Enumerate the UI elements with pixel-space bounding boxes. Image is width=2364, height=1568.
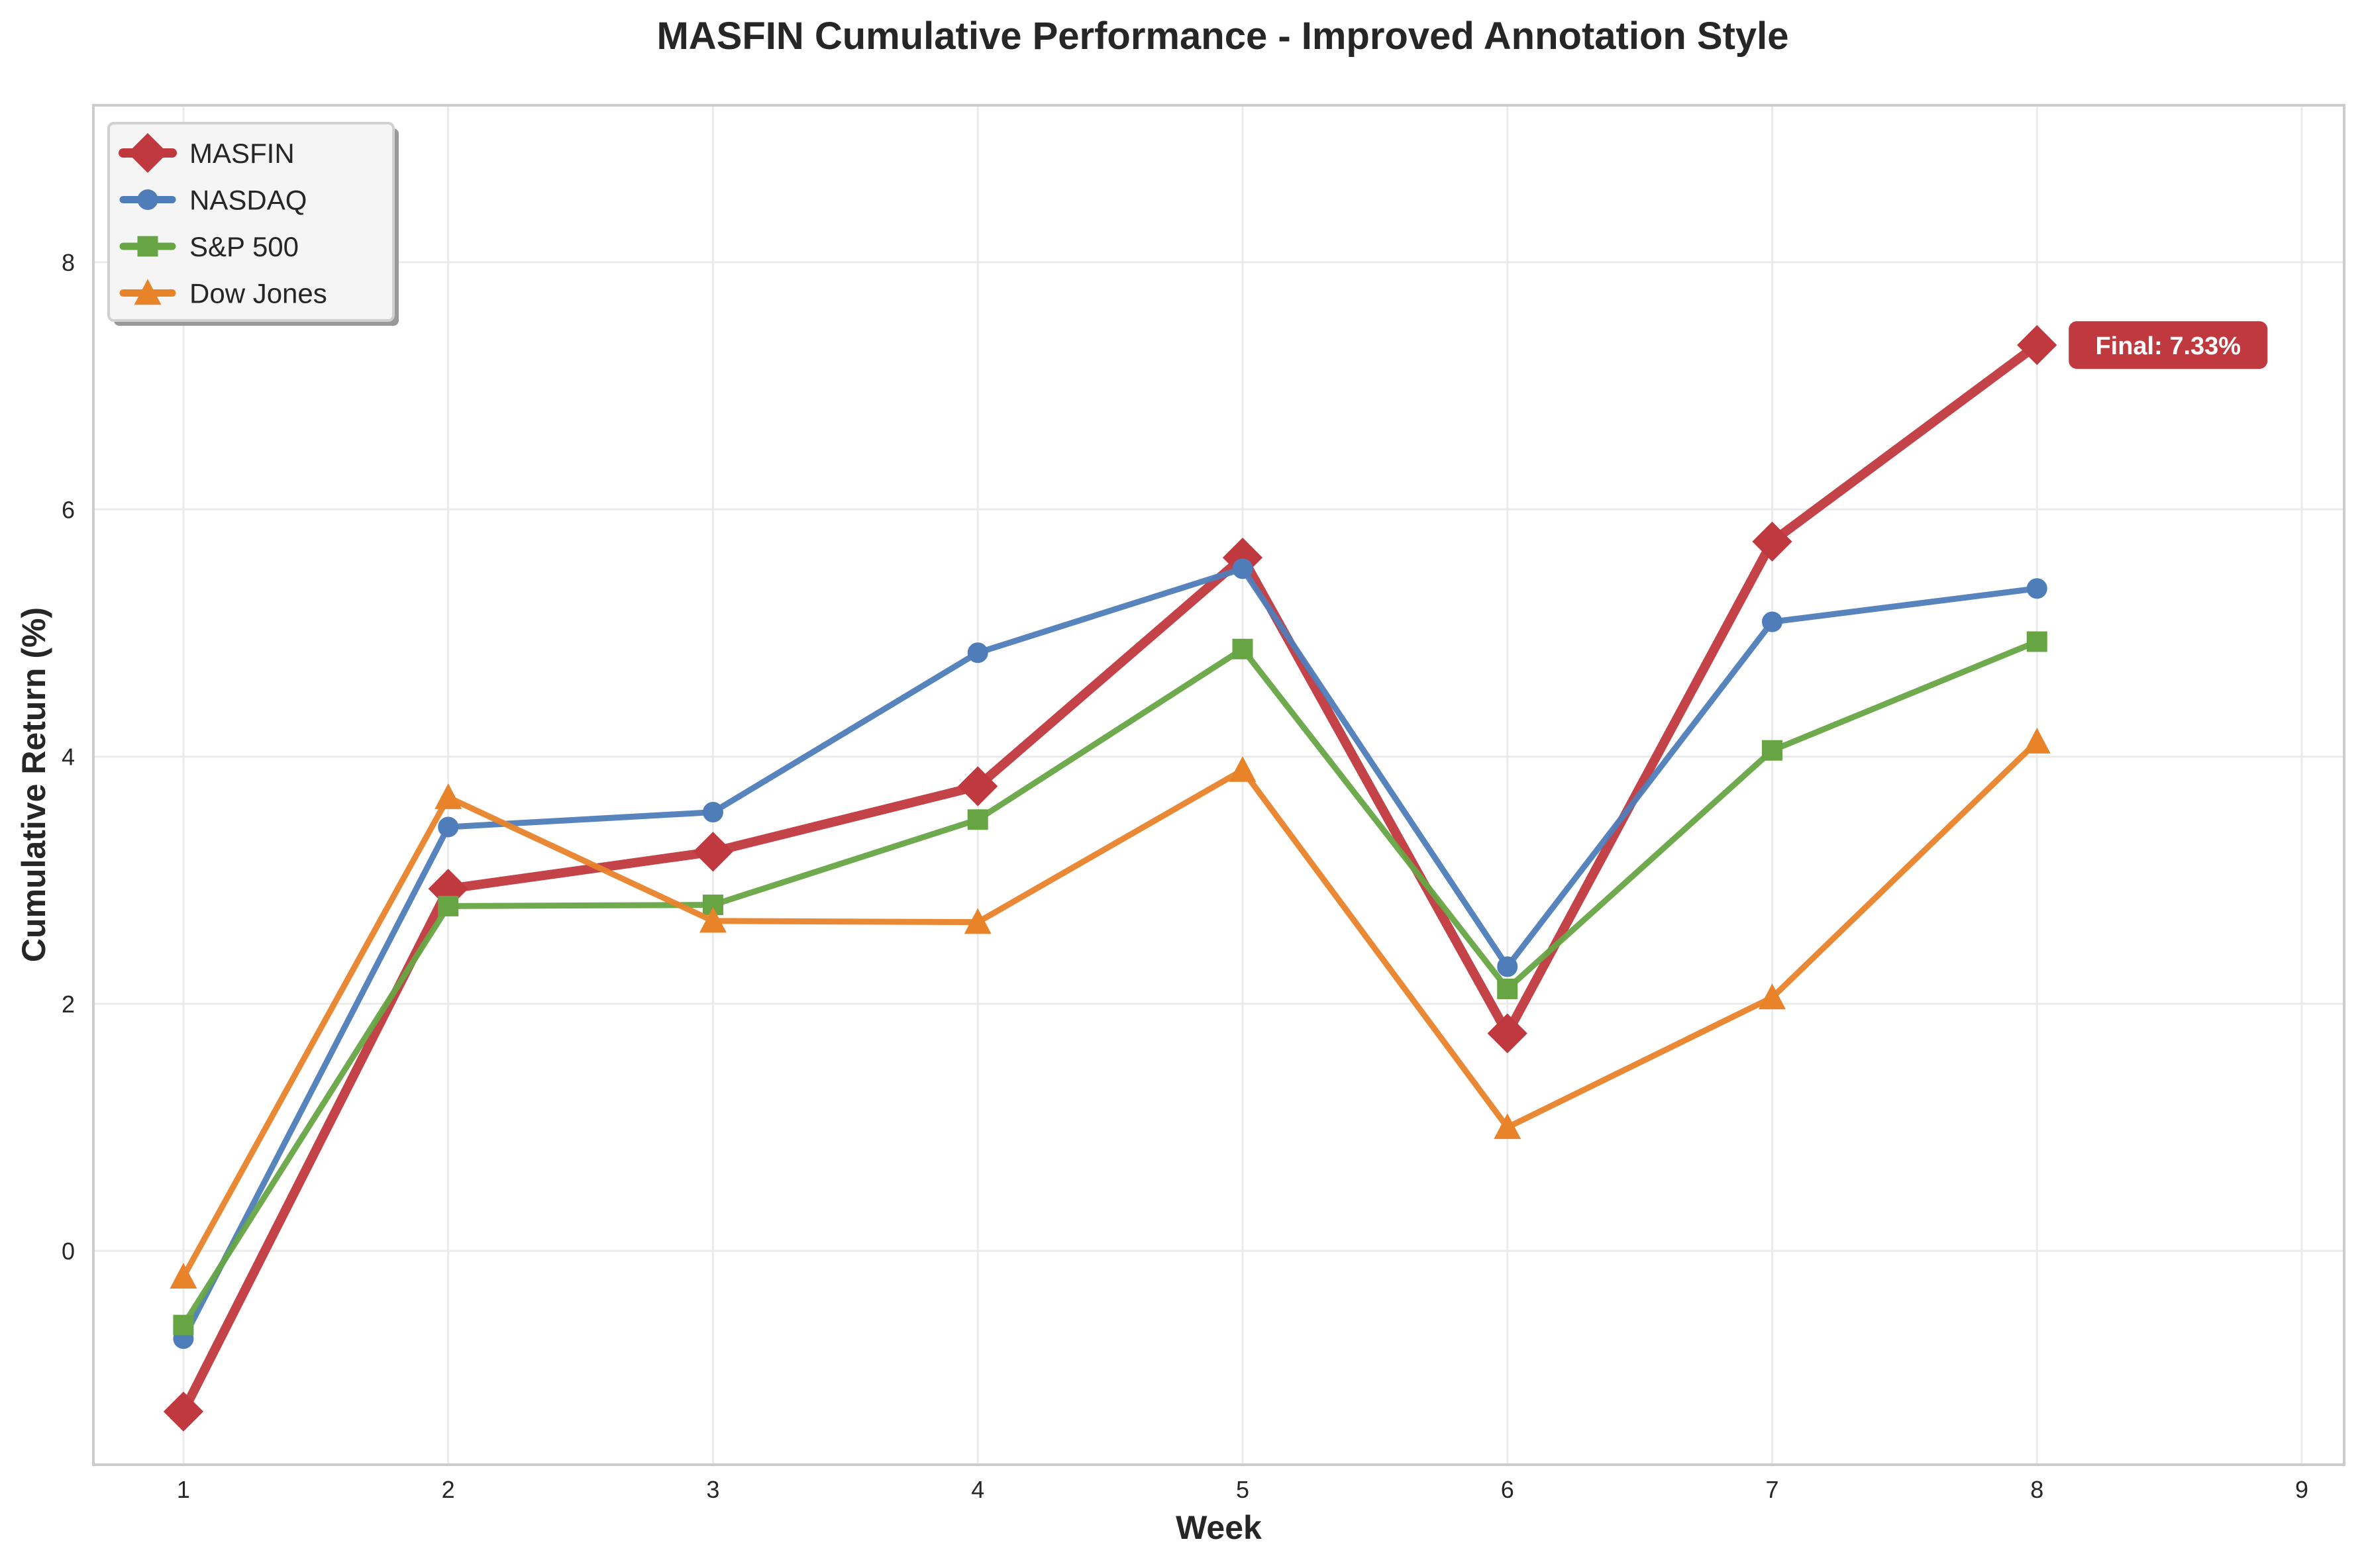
x-tick-label: 2 [442,1476,455,1503]
data-point [2023,727,2051,754]
legend-marker [134,279,162,305]
legend-label: S&P 500 [189,231,299,262]
y-tick-label: 4 [62,744,75,771]
data-point [438,895,459,916]
series-dow-jones [170,727,2051,1289]
y-tick-label: 0 [62,1238,75,1265]
x-tick-label: 1 [177,1476,190,1503]
legend-item: S&P 500 [119,231,299,262]
legend-item: NASDAQ [119,185,307,216]
series-masfin [163,324,2057,1432]
series-line [180,738,2040,1280]
x-axis-label: Week [1176,1509,1262,1546]
data-point [2017,324,2057,366]
legend-marker [127,132,168,173]
annotation-layer: Final: 7.33% [2069,321,2268,369]
x-tick-label: 6 [1501,1476,1514,1503]
data-point [1232,638,1253,660]
series-layer [163,324,2057,1432]
legend-marker [137,189,158,210]
data-point [967,809,988,830]
data-point [163,1391,204,1432]
x-tick-label: 8 [2030,1476,2043,1503]
data-point [1232,558,1253,579]
x-tick-label: 5 [1236,1476,1249,1503]
legend-label: Dow Jones [189,278,327,309]
y-tick-label: 6 [62,496,75,523]
x-tick-label: 3 [706,1476,719,1503]
data-point [1762,611,1783,632]
data-point [1497,978,1518,999]
data-point [693,832,733,872]
data-point [958,766,998,807]
data-point [967,642,988,663]
legend: MASFIN NASDAQ S&P 500 Dow Jones [107,122,399,326]
y-ticks: 0 2 4 6 8 [62,249,75,1265]
x-tick-label: 7 [1765,1476,1778,1503]
data-point [435,783,462,809]
data-point [1762,740,1783,761]
data-point [2026,578,2047,599]
series-line [178,340,2042,1416]
plot-frame [92,104,2345,1466]
data-point [1229,756,1257,782]
data-point [170,1263,197,1289]
data-point [2026,631,2047,652]
data-point [173,1314,194,1336]
y-axis-label: Cumulative Return (%) [15,607,52,962]
data-point [1497,956,1518,977]
legend-label: NASDAQ [189,185,307,216]
y-tick-label: 8 [62,249,75,276]
data-point [964,908,992,934]
y-tick-label: 2 [62,991,75,1018]
annotation-box [2069,321,2268,369]
legend-item: Dow Jones [119,278,327,309]
legend-marker [137,236,158,257]
annotation-label: Final: 7.33% [2095,332,2241,360]
data-point [699,906,727,933]
x-ticks: 1 2 3 4 5 6 7 8 9 [177,1476,2308,1503]
legend-item: MASFIN [119,132,295,173]
legend-label: MASFIN [189,138,295,169]
series-line [180,638,2040,1328]
grid [93,105,2344,1465]
series-s-p-500 [173,631,2047,1336]
data-point [1752,521,1792,562]
series-nasdaq [173,558,2047,1349]
x-tick-label: 4 [971,1476,984,1503]
chart-title: MASFIN Cumulative Performance - Improved… [656,15,1788,58]
data-point [1494,1113,1521,1140]
legend-box [107,122,395,322]
x-tick-label: 9 [2295,1476,2308,1503]
data-point [702,802,723,823]
series-line [180,565,2040,1342]
data-point [438,816,459,838]
data-point [1759,983,1786,1010]
data-point [1487,1013,1527,1054]
